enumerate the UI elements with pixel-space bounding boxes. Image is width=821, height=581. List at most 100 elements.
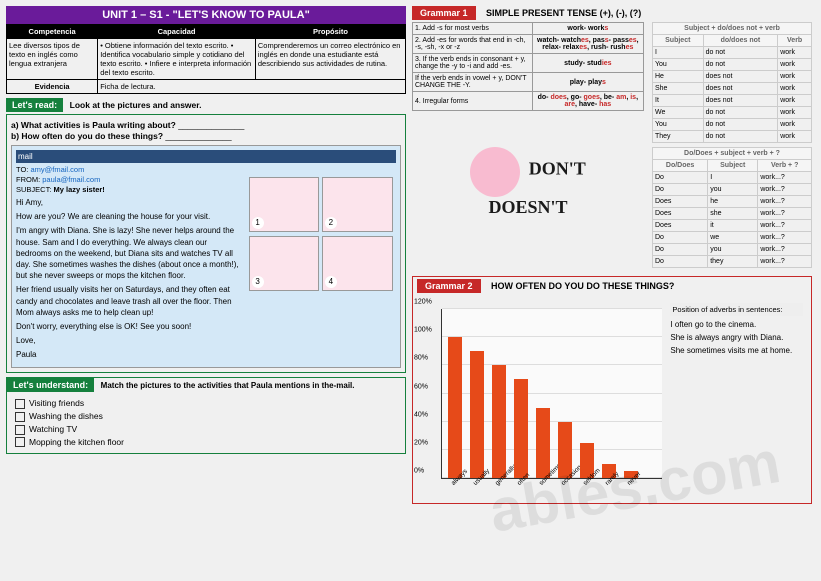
q-col: Do/Does	[653, 160, 708, 172]
q-cell: it	[708, 220, 758, 232]
email-subject-label: SUBJECT:	[16, 185, 51, 194]
q-cell: Do	[653, 232, 708, 244]
rule-cell: 4. Irregular forms	[413, 92, 533, 111]
y-axis-label: 120%	[414, 299, 432, 306]
neg-cell: does not	[703, 95, 778, 107]
neg-cell: He	[653, 71, 704, 83]
q-cell: Does	[653, 220, 708, 232]
understand-instruction: Match the pictures to the activities tha…	[97, 379, 359, 392]
email-box: mail TO: amy@fmail.com FROM: paula@fmail…	[11, 145, 401, 368]
q-cell: Does	[653, 208, 708, 220]
email-p4: Don't worry, everything else is OK! See …	[16, 321, 244, 332]
q-col: Subject	[708, 160, 758, 172]
comp-header: Propósito	[255, 25, 405, 39]
y-axis-label: 0%	[414, 468, 424, 475]
checklist-item[interactable]: Visiting friends	[15, 398, 397, 409]
neg-cell: work	[778, 71, 812, 83]
q-cell: you	[708, 184, 758, 196]
avatar-icon	[470, 147, 520, 197]
checkbox-icon[interactable]	[15, 425, 25, 435]
checklist: Visiting friends Washing the dishes Watchi…	[7, 392, 405, 453]
question-table: Do/Does + subject + verb + ? Do/Does Sub…	[652, 147, 812, 268]
grammar2-title: HOW OFTEN DO YOU DO THESE THINGS?	[491, 281, 674, 291]
adverb-notes: Position of adverbs in sentences: I ofte…	[666, 299, 807, 499]
q-cell: work...?	[758, 208, 812, 220]
dont-doesnt-graphic: DON'T DOESN'T	[412, 147, 644, 218]
checkbox-icon[interactable]	[15, 399, 25, 409]
chart-bar	[536, 408, 550, 478]
email-subject: My lazy sister!	[54, 185, 105, 194]
neg-cell: do not	[703, 107, 778, 119]
comp-cell: • Obtiene información del texto escrito.…	[98, 39, 256, 80]
email-pictures: 1 2 3 4	[249, 176, 396, 294]
q-cell: they	[708, 256, 758, 268]
email-closing: Love,	[16, 335, 244, 346]
email-from-label: FROM:	[16, 175, 40, 184]
neg-cell: do not	[703, 47, 778, 59]
competency-table: Competencia Capacidad Propósito Lee dive…	[6, 24, 406, 94]
doesnt-text: DOESN'T	[488, 197, 567, 217]
evidencia-label: Evidencia	[7, 80, 98, 94]
understand-label: Let's understand:	[7, 378, 94, 392]
question-a: a) What activities is Paula writing abou…	[11, 120, 401, 130]
q-cell: work...?	[758, 184, 812, 196]
picture-4: 4	[322, 236, 393, 291]
picture-2: 2	[322, 177, 393, 232]
rule-cell: If the verb ends in vowel + y, DON'T CHA…	[413, 73, 533, 92]
understand-section: Let's understand: Match the pictures to …	[6, 377, 406, 454]
email-greeting: Hi Amy,	[16, 197, 244, 208]
grammar1-label: Grammar 1	[412, 6, 476, 20]
rule-example: work- works	[532, 23, 643, 35]
email-to-label: TO:	[16, 165, 28, 174]
q-cell: I	[708, 172, 758, 184]
neg-cell: We	[653, 107, 704, 119]
email-toolbar: mail	[16, 150, 396, 163]
unit-header: UNIT 1 – S1 - "LET'S KNOW TO PAULA"	[6, 6, 406, 24]
q-cell: work...?	[758, 220, 812, 232]
q-cell: she	[708, 208, 758, 220]
rule-cell: 3. If the verb ends in consonant + y, ch…	[413, 54, 533, 73]
neg-cell: do not	[703, 119, 778, 131]
rule-example: watch- watches, pass- passes, relax- rel…	[532, 35, 643, 54]
comp-cell: Lee diversos tipos de texto en inglés co…	[7, 39, 98, 80]
y-axis-label: 80%	[414, 355, 428, 362]
neg-cell: does not	[703, 83, 778, 95]
q-cell: you	[708, 244, 758, 256]
neg-cell: work	[778, 59, 812, 71]
adverb-ex1: I often go to the cinema.	[670, 320, 803, 329]
email-p1: How are you? We are cleaning the house f…	[16, 211, 244, 222]
comp-header: Competencia	[7, 25, 98, 39]
neg-cell: do not	[703, 59, 778, 71]
q-cell: work...?	[758, 232, 812, 244]
neg-cell: do not	[703, 131, 778, 143]
question-b: b) How often do you do these things? ___…	[11, 131, 401, 141]
q-cell: we	[708, 232, 758, 244]
checklist-item[interactable]: Mopping the kitchen floor	[15, 437, 397, 448]
email-p3: Her friend usually visits her on Saturda…	[16, 284, 244, 318]
comp-header: Capacidad	[98, 25, 256, 39]
negative-table: Subject + do/does not + verb Subject do/…	[652, 22, 812, 143]
y-axis-label: 100%	[414, 327, 432, 334]
q-col: Verb + ?	[758, 160, 812, 172]
checkbox-icon[interactable]	[15, 437, 25, 447]
q-cell: work...?	[758, 196, 812, 208]
neg-cell: work	[778, 47, 812, 59]
picture-1: 1	[249, 177, 320, 232]
chart-bar	[558, 422, 572, 478]
checkbox-icon[interactable]	[15, 412, 25, 422]
comp-cell: Comprenderemos un correo electrónico en …	[255, 39, 405, 80]
q-header: Do/Does + subject + verb + ?	[653, 148, 812, 160]
checklist-item[interactable]: Washing the dishes	[15, 411, 397, 422]
q-cell: Does	[653, 196, 708, 208]
chart-bar	[448, 337, 462, 478]
q-cell: he	[708, 196, 758, 208]
dont-text: DON'T	[529, 158, 586, 178]
checklist-item[interactable]: Watching TV	[15, 424, 397, 435]
neg-cell: It	[653, 95, 704, 107]
grammar1-title: SIMPLE PRESENT TENSE (+), (-), (?)	[486, 8, 641, 18]
neg-cell: work	[778, 95, 812, 107]
rule-cell: 1. Add -s for most verbs	[413, 23, 533, 35]
q-cell: Do	[653, 256, 708, 268]
rule-cell: 2. Add -es for words that end in -ch, -s…	[413, 35, 533, 54]
q-cell: Do	[653, 172, 708, 184]
